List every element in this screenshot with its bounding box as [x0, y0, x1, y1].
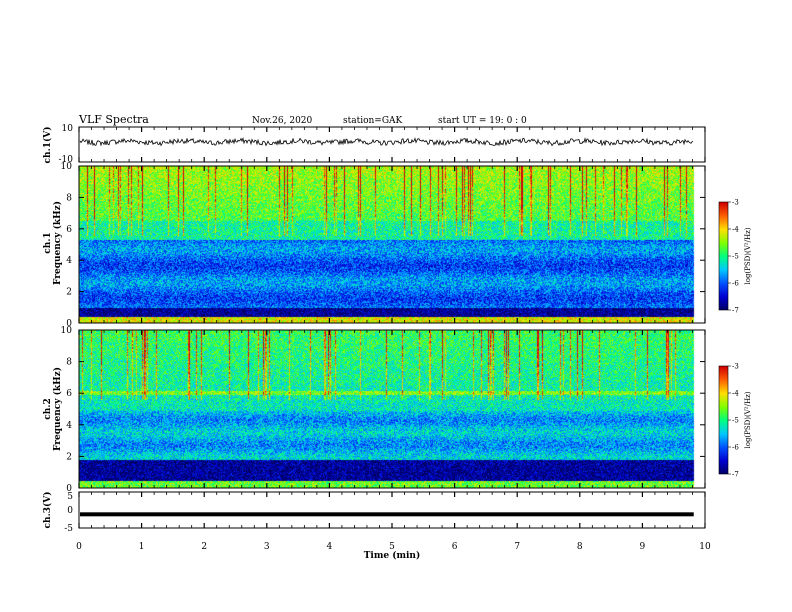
- station-text: station=GAK: [343, 116, 403, 126]
- x-tick-label: 5: [389, 542, 395, 552]
- colorbar-ch1-ticks: -3 -4 -5 -6 -7: [728, 199, 739, 315]
- x-tick-label: 9: [640, 542, 646, 552]
- y-tick-label: 10: [61, 326, 73, 336]
- ch1-spectrogram-image: [79, 166, 705, 323]
- colorbar-ch2-ticks: -3 -4 -5 -6 -7: [728, 363, 739, 479]
- y-tick-label: 0: [66, 319, 72, 329]
- ch2-spectrogram-ylabel-line1: ch.2: [43, 398, 53, 419]
- colorbar-tick-label: -7: [732, 471, 739, 479]
- ch1-spectrogram-panel: 0 2 4 6 8 10 ch.1 Frequency (kHz): [43, 162, 706, 329]
- x-tick-label: 8: [577, 542, 583, 552]
- colorbar-tick-label: -3: [732, 199, 739, 207]
- x-tick-labels: 0 1 2 3 4 5 6 7 8 9 10: [76, 542, 711, 552]
- ch1-spectrogram-ytick-labels: 0 2 4 6 8 10: [61, 162, 73, 329]
- x-tick-label: 6: [452, 542, 458, 552]
- ch1-ytick-top: 10: [62, 124, 74, 134]
- start-time-text: start UT = 19: 0 : 0: [438, 116, 527, 126]
- y-tick-label: 0: [66, 484, 72, 494]
- ch2-spectrogram-ticks: [78, 329, 706, 489]
- ch1-x-ticks: [78, 127, 706, 162]
- colorbar-ch1: -3 -4 -5 -6 -7 log(PSD)(V²/Hz): [718, 199, 752, 315]
- ch1-spectrogram-ylabel-line1: ch.1: [43, 232, 53, 253]
- ch2-spectrogram-ylabel-line2: Frequency (kHz): [52, 367, 63, 451]
- x-axis-title: Time (min): [364, 550, 421, 561]
- ch3-ylabel: ch.3(V): [42, 492, 53, 529]
- ch3-ytick-mid: 0: [67, 506, 73, 516]
- ch2-spectrogram-image: [79, 330, 705, 488]
- colorbar-tick-label: -4: [732, 226, 739, 234]
- colorbar-ch1-label: log(PSD)(V²/Hz): [744, 227, 752, 284]
- ch1-ytick-bottom: -10: [59, 155, 74, 165]
- x-tick-label: 10: [699, 542, 711, 552]
- y-tick-label: 4: [66, 256, 72, 266]
- ch3-ytick-bottom: -5: [64, 524, 73, 534]
- colorbar-tick-label: -6: [732, 280, 739, 288]
- ch3-waveform-panel: 5 0 -5 ch.3(V) 0 1 2 3 4 5 6 7 8 9 10 Time (min): [42, 491, 711, 561]
- ch1-waveform-line: [79, 136, 694, 147]
- colorbar-tick-label: -3: [732, 363, 739, 371]
- x-tick-label: 3: [264, 542, 270, 552]
- ch1-ylabel: ch.1(V): [42, 127, 53, 164]
- ch3-x-ticks: [78, 492, 706, 528]
- y-tick-label: 4: [66, 421, 72, 431]
- ch1-waveform-panel: 10 -10 ch.1(V): [42, 124, 706, 165]
- y-tick-label: 6: [66, 225, 72, 235]
- colorbar-ch2-gradient: [719, 366, 728, 474]
- colorbar-tick-label: -6: [732, 444, 739, 452]
- colorbar-ch2-label: log(PSD)(V²/Hz): [744, 391, 752, 448]
- ch3-ytick-top: 5: [67, 492, 73, 502]
- y-tick-label: 10: [61, 162, 73, 172]
- ch1-spectrogram-ticks: [78, 165, 706, 324]
- ch1-spectrogram-ylabel-line2: Frequency (kHz): [52, 201, 63, 285]
- date-text: Nov.26, 2020: [252, 116, 313, 126]
- ch2-spectrogram-panel: 0 2 4 6 8 10 ch.2 Frequency (kHz): [43, 326, 706, 494]
- ch2-spectrogram-ytick-labels: 0 2 4 6 8 10: [61, 326, 73, 494]
- x-tick-label: 2: [201, 542, 207, 552]
- figure-title: VLF Spectra: [78, 113, 149, 126]
- y-tick-label: 2: [66, 288, 72, 298]
- x-tick-label: 4: [327, 542, 333, 552]
- colorbar-tick-label: -7: [732, 307, 739, 315]
- ch3-waveform-line: [80, 512, 694, 517]
- y-tick-label: 2: [66, 452, 72, 462]
- y-tick-label: 8: [66, 358, 72, 368]
- colorbar-ch1-gradient: [719, 202, 728, 310]
- colorbar-tick-label: -4: [732, 390, 739, 398]
- y-tick-label: 8: [66, 193, 72, 203]
- y-tick-label: 6: [66, 389, 72, 399]
- colorbar-ch2: -3 -4 -5 -6 -7 log(PSD)(V²/Hz): [718, 363, 752, 479]
- x-tick-label: 7: [514, 542, 520, 552]
- x-tick-label: 0: [76, 542, 82, 552]
- colorbar-tick-label: -5: [732, 253, 739, 261]
- x-tick-label: 1: [139, 542, 145, 552]
- colorbar-tick-label: -5: [732, 417, 739, 425]
